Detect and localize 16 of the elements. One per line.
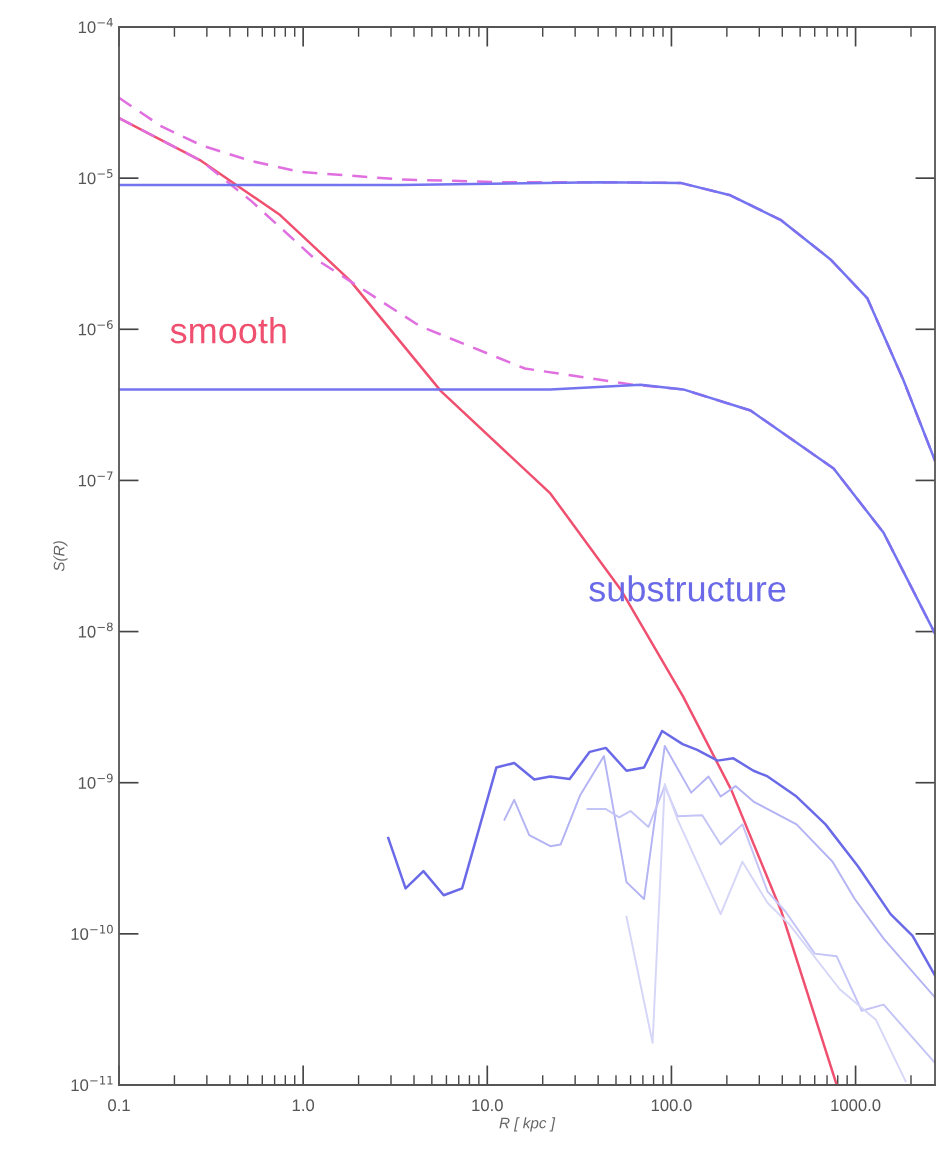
x-tick-label: 100.0	[651, 1099, 692, 1112]
x-axis-title: R [ kpc ]	[499, 1117, 556, 1132]
y-tick-label: 10$^{−4}$	[78, 18, 113, 34]
y-tick-label: 10$^{−11}$	[71, 1076, 113, 1092]
y-tick-label: 10$^{−10}$	[71, 924, 113, 940]
y-tick-label: 10$^{−8}$	[78, 622, 113, 638]
y-tick-label: 10$^{−7}$	[78, 471, 113, 487]
x-tick-label: 1.0	[292, 1099, 315, 1112]
y-tick-label: 10$^{−6}$	[78, 320, 113, 336]
x-tick-label: 1000.0	[831, 1099, 881, 1112]
x-tick-label: 0.1	[108, 1099, 130, 1112]
series-label: smooth	[170, 316, 286, 344]
y-axis-title: S(R)	[53, 541, 68, 572]
y-tick-label: 10$^{−9}$	[78, 773, 113, 789]
y-tick-label: 10$^{−5}$	[78, 169, 113, 185]
x-tick-label: 10.0	[472, 1099, 503, 1112]
